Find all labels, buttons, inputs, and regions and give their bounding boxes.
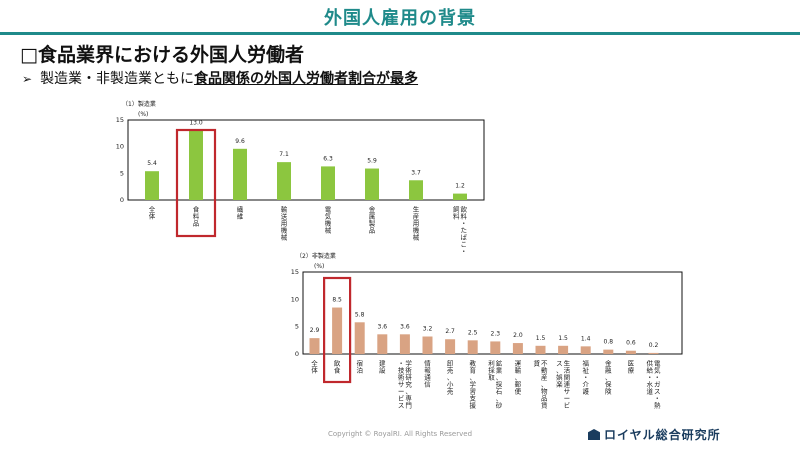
bar-7 bbox=[445, 339, 456, 354]
data-label: 1.2 bbox=[455, 183, 465, 190]
chart-frame bbox=[127, 119, 485, 201]
data-label: 2.0 bbox=[513, 332, 523, 339]
category-label: 金属製品 bbox=[369, 205, 376, 235]
bar-8 bbox=[467, 340, 478, 354]
data-label: 6.3 bbox=[323, 155, 333, 162]
header-rule bbox=[0, 32, 800, 35]
section-heading: □食品業界における外国人労働者 bbox=[20, 44, 304, 66]
bar-4 bbox=[377, 334, 388, 354]
chart-title: （2）非製造業 bbox=[296, 252, 336, 260]
bar-8 bbox=[453, 193, 467, 200]
category-label: 全体 bbox=[149, 205, 156, 221]
category-label: 福祉・介護 bbox=[582, 359, 589, 396]
data-label: 2.5 bbox=[468, 329, 478, 336]
bar-4 bbox=[277, 162, 291, 200]
data-label: 3.2 bbox=[423, 326, 433, 333]
data-label: 2.9 bbox=[310, 327, 320, 334]
category-label: 繊維 bbox=[237, 205, 244, 221]
highlight-box bbox=[175, 128, 217, 238]
data-label: 1.4 bbox=[581, 335, 591, 342]
bar-14 bbox=[603, 349, 614, 354]
data-label: 3.6 bbox=[400, 323, 410, 330]
category-label: 電気機械 bbox=[325, 206, 332, 235]
category-label: 全体 bbox=[311, 359, 318, 375]
data-label: 3.6 bbox=[378, 323, 388, 330]
data-label: 7.1 bbox=[279, 151, 289, 158]
category-label: 教育、学習支援 bbox=[469, 359, 476, 410]
bar-5 bbox=[399, 334, 410, 354]
bar-3 bbox=[354, 322, 365, 354]
category-label: 医療 bbox=[628, 360, 635, 375]
bar-2 bbox=[332, 307, 343, 354]
bullet-point: ➢ 製造業・非製造業ともに食品関係の外国人労働者割合が最多 bbox=[22, 68, 418, 88]
category-label: 食料品 bbox=[193, 205, 200, 228]
logo-text: ロイヤル総合研究所 bbox=[604, 428, 721, 442]
highlight-box bbox=[323, 276, 352, 384]
y-tick-label: 10 bbox=[116, 143, 124, 151]
bar-5 bbox=[321, 166, 335, 200]
y-tick-label: 15 bbox=[291, 268, 299, 276]
data-label: 9.6 bbox=[235, 138, 245, 145]
category-label: 金融、保険 bbox=[605, 359, 612, 396]
bar-9 bbox=[490, 341, 501, 354]
data-label: 5.4 bbox=[147, 160, 157, 167]
category-label: 不動産、物品賃貸 bbox=[534, 359, 549, 410]
category-label: 生産用機械 bbox=[413, 205, 420, 242]
bar-3 bbox=[233, 148, 247, 200]
y-tick-label: 5 bbox=[120, 169, 124, 177]
category-label: 鉱業、採石、砂利採取 bbox=[488, 359, 503, 410]
bar-2 bbox=[189, 130, 203, 200]
bar-16 bbox=[648, 352, 659, 354]
bar-12 bbox=[558, 345, 569, 354]
data-label: 0.2 bbox=[649, 342, 659, 349]
copyright-text: Copyright © RoyalRI. All Rights Reserved bbox=[327, 430, 473, 438]
bar-11 bbox=[535, 345, 546, 354]
category-label: 情報通信 bbox=[424, 359, 431, 389]
y-tick-label: 15 bbox=[116, 116, 124, 124]
category-label: 生活関連サービス、娯楽 bbox=[556, 359, 571, 410]
category-label: 卸売、小売 bbox=[447, 359, 454, 396]
data-label: 2.7 bbox=[445, 328, 455, 335]
data-label: 0.6 bbox=[626, 340, 636, 347]
y-axis-unit-label: (%) bbox=[314, 263, 324, 270]
bar-7 bbox=[409, 180, 423, 200]
category-label: 輸送用機械 bbox=[281, 205, 288, 242]
bar-6 bbox=[422, 336, 433, 354]
bar-10 bbox=[512, 343, 523, 354]
category-label: 宿泊 bbox=[356, 359, 363, 375]
chart-title: （1）製造業 bbox=[122, 100, 156, 108]
bar-13 bbox=[580, 346, 591, 354]
data-label: 3.7 bbox=[411, 169, 421, 176]
y-axis-unit-label: (%) bbox=[138, 111, 148, 118]
y-tick-label: 0 bbox=[295, 350, 299, 358]
data-label: 2.3 bbox=[491, 330, 501, 337]
category-label: 学術研究、専門・技術サービス bbox=[398, 359, 413, 410]
y-tick-label: 10 bbox=[291, 295, 299, 303]
page-header-title: 外国人雇用の背景 bbox=[324, 8, 476, 29]
data-label: 13.0 bbox=[189, 120, 203, 127]
y-tick-label: 5 bbox=[295, 323, 299, 331]
category-label: 建設 bbox=[379, 359, 386, 375]
company-logo: ロイヤル総合研究所 bbox=[588, 426, 721, 443]
bullet-arrow-icon: ➢ bbox=[22, 72, 33, 86]
data-label: 8.5 bbox=[332, 297, 342, 304]
data-label: 5.8 bbox=[355, 311, 365, 318]
data-label: 5.9 bbox=[367, 158, 377, 165]
category-label: 飲食 bbox=[334, 359, 341, 375]
logo-mark-icon bbox=[588, 429, 600, 440]
category-label: 飲料・たばこ・飼料 bbox=[453, 205, 468, 256]
bar-1 bbox=[309, 338, 320, 354]
bar-15 bbox=[625, 350, 636, 354]
category-label: 運輸、郵便 bbox=[515, 359, 522, 396]
category-label: 電気・ガス・熱供給・水道 bbox=[647, 359, 662, 410]
y-tick-label: 0 bbox=[120, 196, 124, 204]
bullet-highlight: 食品関係の外国人労働者割合が最多 bbox=[194, 71, 419, 87]
data-label: 1.5 bbox=[536, 335, 546, 342]
bar-6 bbox=[365, 168, 379, 200]
data-label: 0.8 bbox=[604, 339, 614, 346]
data-label: 1.5 bbox=[558, 335, 568, 342]
bar-1 bbox=[145, 171, 159, 200]
bullet-text: 製造業・非製造業ともに bbox=[40, 71, 195, 87]
